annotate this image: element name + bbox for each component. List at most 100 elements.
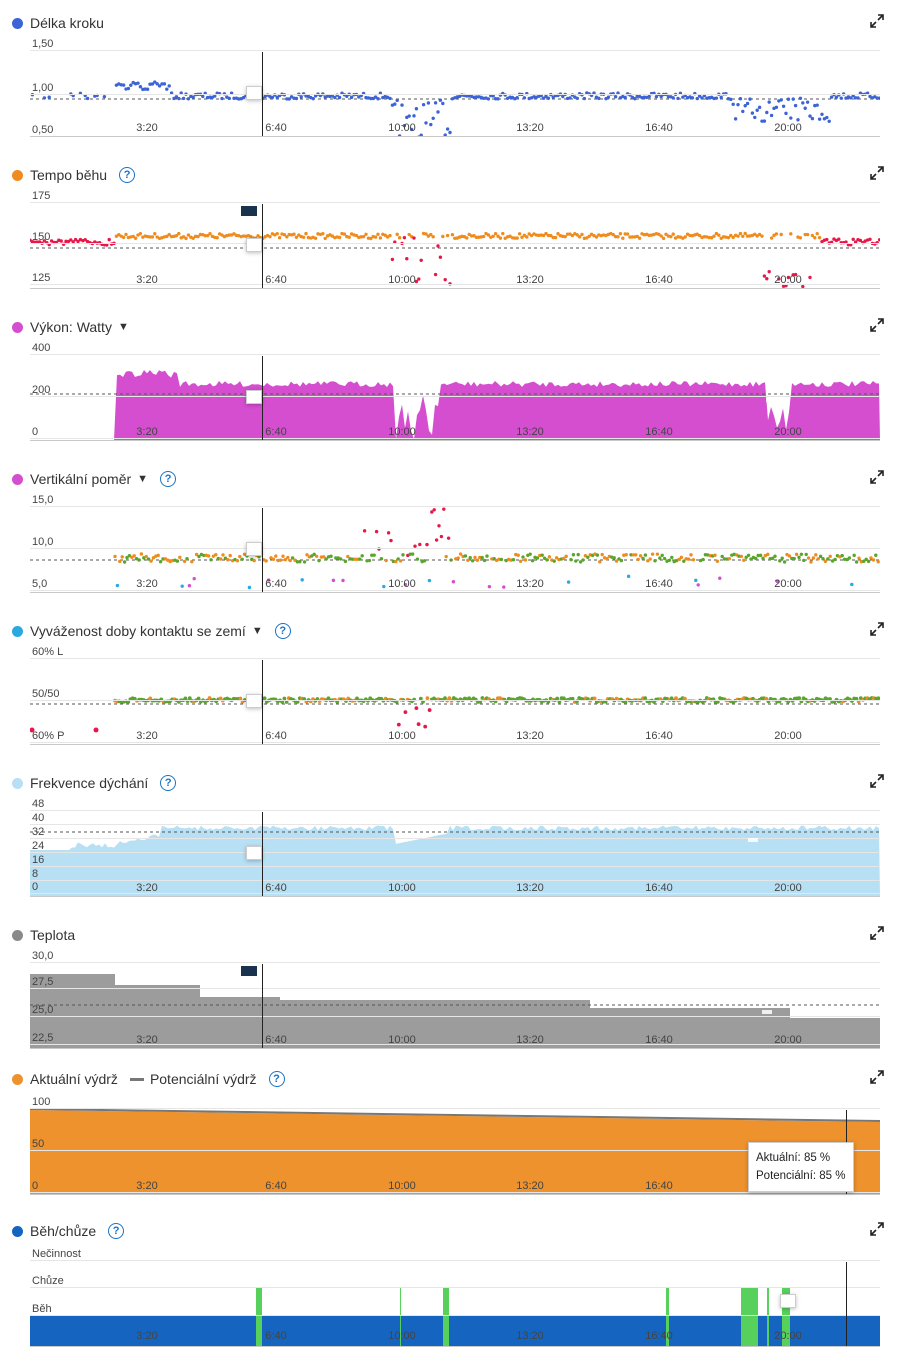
dropdown-caret-icon[interactable]: ▼ <box>137 473 149 485</box>
data-point <box>541 233 546 238</box>
expand-icon[interactable] <box>870 166 884 180</box>
x-tick-label: 20:00 <box>774 1330 802 1342</box>
data-point <box>334 556 338 560</box>
chart-title: Teplota <box>30 927 76 943</box>
x-tick-label: 13:20 <box>516 426 544 438</box>
data-point <box>493 97 498 101</box>
data-point <box>150 82 155 86</box>
data-point <box>631 553 636 557</box>
gridline <box>30 590 880 591</box>
run-walk-plot[interactable] <box>30 1250 880 1346</box>
help-icon[interactable]: ? <box>119 167 136 183</box>
expand-icon[interactable] <box>870 1070 884 1084</box>
data-point <box>470 559 475 563</box>
data-point <box>762 274 767 278</box>
data-point <box>190 560 194 564</box>
data-point <box>849 96 853 100</box>
data-point <box>187 584 192 588</box>
data-point <box>126 86 131 91</box>
y-tick-label: 5,0 <box>32 578 48 590</box>
data-point <box>513 236 517 240</box>
data-point <box>546 233 551 238</box>
data-point <box>322 555 326 559</box>
data-point <box>485 554 489 558</box>
data-point <box>441 101 445 106</box>
data-point <box>621 236 625 240</box>
chart-title[interactable]: Výkon: Watty <box>30 319 112 335</box>
x-axis-line <box>30 288 880 289</box>
data-point <box>833 557 837 562</box>
data-point <box>122 560 127 564</box>
data-point <box>121 83 126 87</box>
data-point <box>793 272 798 277</box>
expand-icon[interactable] <box>870 926 884 940</box>
data-point <box>865 91 870 95</box>
data-point <box>429 232 433 237</box>
expand-icon[interactable] <box>870 14 884 28</box>
data-point <box>196 234 200 239</box>
chart-title[interactable]: Vyváženost doby kontaktu se zemí <box>30 623 246 639</box>
data-point <box>570 696 575 701</box>
data-point <box>779 232 783 237</box>
expand-icon[interactable] <box>870 470 884 484</box>
temperature-plot[interactable] <box>30 952 880 1048</box>
data-point <box>749 557 753 561</box>
dropdown-caret-icon[interactable]: ▼ <box>117 321 129 333</box>
data-point <box>432 508 436 512</box>
legend-dot <box>12 473 23 485</box>
x-tick-label: 3:20 <box>136 1180 158 1192</box>
power-plot[interactable] <box>30 344 880 440</box>
help-icon[interactable]: ? <box>268 1071 285 1087</box>
data-point <box>544 94 548 99</box>
data-point <box>549 233 553 238</box>
help-icon[interactable]: ? <box>108 1223 125 1239</box>
data-point <box>828 554 832 559</box>
data-point <box>129 83 133 87</box>
y-tick-label: 48 <box>32 798 45 810</box>
expand-icon[interactable] <box>870 774 884 788</box>
data-point <box>864 557 868 562</box>
x-tick-label: 20:00 <box>774 882 802 894</box>
help-icon[interactable]: ? <box>160 775 177 791</box>
data-point <box>670 555 674 560</box>
x-tick-label: 10:00 <box>388 122 416 134</box>
stride-plot[interactable] <box>30 40 880 136</box>
help-icon[interactable]: ? <box>160 471 177 487</box>
data-point <box>851 237 855 242</box>
y-tick-label: 0,50 <box>32 124 54 136</box>
data-point <box>871 558 876 562</box>
expand-icon[interactable] <box>870 622 884 636</box>
data-point <box>305 553 309 557</box>
stamina-plot[interactable] <box>30 1100 880 1194</box>
data-point <box>541 96 546 100</box>
breathing-rate-plot[interactable] <box>30 800 880 896</box>
data-point <box>515 96 519 100</box>
data-point <box>177 231 181 236</box>
help-icon[interactable]: ? <box>274 623 291 639</box>
crosshair-line <box>262 964 263 1048</box>
data-point <box>765 277 769 281</box>
gridline <box>30 1260 880 1261</box>
data-point <box>64 239 68 244</box>
data-point <box>655 552 660 556</box>
y-tick-label: 27,5 <box>32 976 54 988</box>
y-tick-label: 60% P <box>32 730 65 742</box>
data-point <box>787 554 792 558</box>
data-point <box>313 236 318 240</box>
expand-icon[interactable] <box>870 318 884 332</box>
dropdown-caret-icon[interactable]: ▼ <box>251 625 263 637</box>
data-point <box>362 529 367 533</box>
chart-title[interactable]: Vertikální poměr <box>30 471 132 487</box>
data-point <box>605 556 609 561</box>
data-point <box>197 554 201 559</box>
data-point <box>856 96 860 100</box>
vertical-ratio-plot[interactable] <box>30 496 880 592</box>
expand-icon[interactable] <box>870 1222 884 1236</box>
data-point <box>127 553 132 558</box>
data-point <box>580 232 584 237</box>
data-point <box>474 235 479 240</box>
data-point <box>667 558 672 562</box>
data-point <box>167 84 171 88</box>
data-point <box>175 559 180 563</box>
chart-title-secondary: Potenciální výdrž <box>149 1071 257 1087</box>
